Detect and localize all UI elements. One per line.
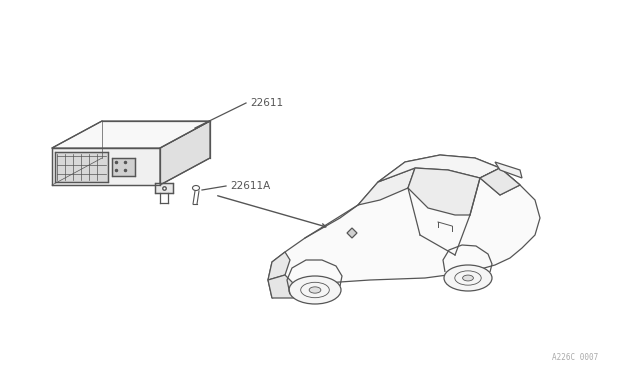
Polygon shape (160, 121, 210, 185)
Polygon shape (480, 168, 520, 195)
Polygon shape (358, 168, 415, 205)
Ellipse shape (463, 275, 474, 281)
Polygon shape (408, 168, 480, 215)
Polygon shape (52, 121, 210, 148)
Ellipse shape (289, 276, 341, 304)
Text: 22611A: 22611A (230, 181, 270, 191)
Polygon shape (268, 155, 540, 298)
Polygon shape (268, 275, 295, 298)
Polygon shape (347, 228, 357, 238)
Polygon shape (112, 158, 135, 176)
Polygon shape (480, 168, 520, 195)
Polygon shape (52, 148, 160, 185)
Text: A226C 0007: A226C 0007 (552, 353, 598, 362)
Polygon shape (378, 155, 500, 182)
Text: 22611: 22611 (250, 98, 283, 108)
Polygon shape (268, 252, 290, 280)
Ellipse shape (309, 287, 321, 293)
Polygon shape (495, 162, 522, 178)
Ellipse shape (444, 265, 492, 291)
Polygon shape (155, 183, 173, 193)
Polygon shape (55, 152, 108, 182)
